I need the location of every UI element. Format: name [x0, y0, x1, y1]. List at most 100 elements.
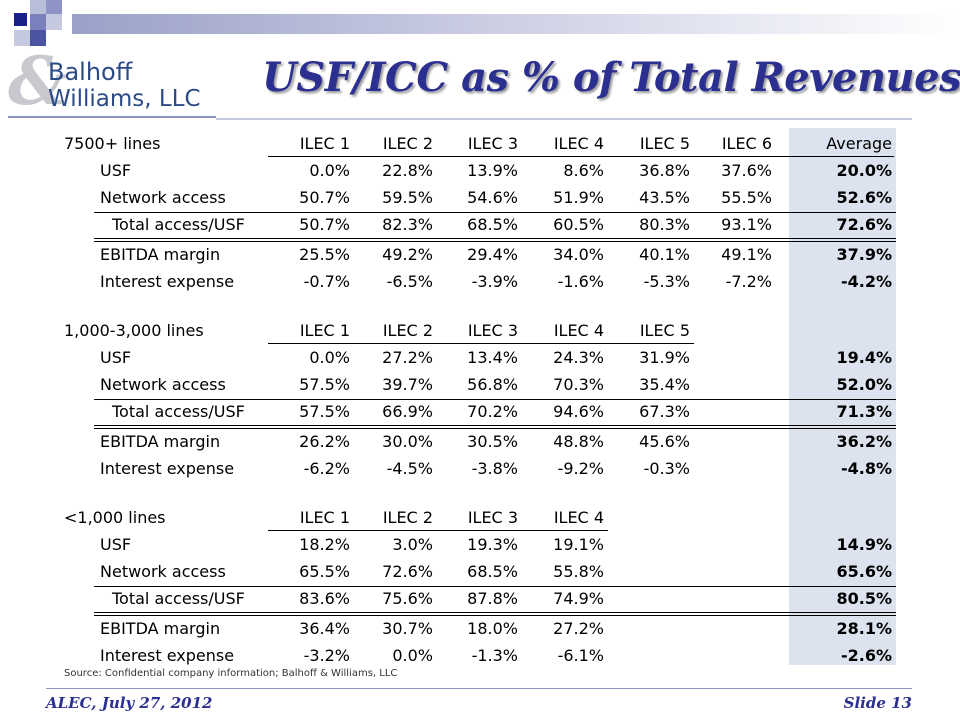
header-underline	[268, 343, 694, 344]
table-cell: 27.2%	[382, 348, 433, 367]
column-header: ILEC 2	[382, 134, 433, 153]
table-cell: -3.9%	[471, 272, 518, 291]
average-cell: 19.4%	[836, 348, 892, 367]
title-divider	[216, 118, 912, 120]
table-cell: 36.8%	[639, 161, 690, 180]
row-label: USF	[100, 535, 132, 554]
table-cell: 68.5%	[467, 215, 518, 234]
row-label: USF	[100, 348, 132, 367]
table-cell: 26.2%	[299, 432, 350, 451]
table-cell: 29.4%	[467, 245, 518, 264]
logo-underline	[8, 116, 216, 118]
table-cell: 87.8%	[467, 589, 518, 608]
table-cell: -1.3%	[471, 646, 518, 665]
column-header: ILEC 5	[639, 321, 690, 340]
row-label: Total access/USF	[112, 402, 245, 421]
table-cell: -6.5%	[386, 272, 433, 291]
table-cell: 35.4%	[639, 375, 690, 394]
table-cell: 43.5%	[639, 188, 690, 207]
column-header: ILEC 1	[299, 321, 350, 340]
total-rule-bottom-1	[94, 238, 896, 239]
table-cell: 49.2%	[382, 245, 433, 264]
total-rule-bottom-1	[94, 612, 896, 613]
column-header: ILEC 1	[299, 134, 350, 153]
table-cell: 48.8%	[553, 432, 604, 451]
total-rule-top	[94, 399, 896, 400]
row-label: EBITDA margin	[100, 432, 221, 451]
table-cell: 0.0%	[309, 348, 350, 367]
table-cell: -9.2%	[557, 459, 604, 478]
company-logo: & Balhoff Williams, LLC	[8, 42, 213, 120]
table-cell: 49.1%	[721, 245, 772, 264]
row-label: Network access	[100, 375, 226, 394]
column-header: ILEC 3	[467, 508, 518, 527]
table-cell: 75.6%	[382, 589, 433, 608]
table-cell: 55.5%	[721, 188, 772, 207]
table-cell: 70.2%	[467, 402, 518, 421]
header-underline	[268, 530, 608, 531]
column-header: ILEC 1	[299, 508, 350, 527]
table-cell: 66.9%	[382, 402, 433, 421]
footer-event-date: ALEC, July 27, 2012	[46, 694, 213, 712]
row-label: Network access	[100, 562, 226, 581]
slide-title: USF/ICC as % of Total Revenues	[262, 54, 960, 101]
table-cell: 25.5%	[299, 245, 350, 264]
average-cell: 28.1%	[836, 619, 892, 638]
column-header: ILEC 5	[639, 134, 690, 153]
logo-ampersand: &	[8, 42, 68, 120]
average-cell: 36.2%	[836, 432, 892, 451]
table-cell: -6.1%	[557, 646, 604, 665]
average-column-background	[789, 128, 896, 665]
average-cell: 71.3%	[836, 402, 892, 421]
table-cell: 94.6%	[553, 402, 604, 421]
table-cell: -3.2%	[303, 646, 350, 665]
row-label: Network access	[100, 188, 226, 207]
average-cell: 72.6%	[836, 215, 892, 234]
table-cell: 0.0%	[309, 161, 350, 180]
row-label: Interest expense	[100, 646, 235, 665]
average-cell: 65.6%	[836, 562, 892, 581]
table-cell: 8.6%	[563, 161, 604, 180]
column-header: ILEC 4	[553, 508, 604, 527]
column-header: ILEC 3	[467, 134, 518, 153]
row-label: Interest expense	[100, 459, 235, 478]
table-cell: 57.5%	[299, 375, 350, 394]
table-cell: 3.0%	[392, 535, 433, 554]
table-cell: 59.5%	[382, 188, 433, 207]
average-cell: 14.9%	[836, 535, 892, 554]
table-cell: 57.5%	[299, 402, 350, 421]
section-label: 1,000-3,000 lines	[64, 321, 204, 340]
column-header: ILEC 2	[382, 321, 433, 340]
table-cell: 74.9%	[553, 589, 604, 608]
table-cell: 45.6%	[639, 432, 690, 451]
table-cell: 55.8%	[553, 562, 604, 581]
row-label: USF	[100, 161, 132, 180]
column-header: ILEC 6	[721, 134, 772, 153]
table-cell: 56.8%	[467, 375, 518, 394]
logo-line-1: Balhoff	[48, 58, 133, 86]
table-cell: 83.6%	[299, 589, 350, 608]
total-rule-bottom-2	[94, 615, 896, 616]
table-cell: 13.9%	[467, 161, 518, 180]
total-rule-bottom-2	[94, 428, 896, 429]
total-rule-bottom-2	[94, 241, 896, 242]
header-underline	[268, 156, 894, 157]
total-rule-top	[94, 212, 896, 213]
row-label: Total access/USF	[112, 215, 245, 234]
average-cell: 52.0%	[836, 375, 892, 394]
table-cell: 40.1%	[639, 245, 690, 264]
table-cell: 65.5%	[299, 562, 350, 581]
footer-divider	[46, 688, 912, 689]
average-cell: -4.8%	[840, 459, 892, 478]
section-label: <1,000 lines	[64, 508, 166, 527]
column-header: ILEC 4	[553, 321, 604, 340]
table-cell: -1.6%	[557, 272, 604, 291]
column-header: ILEC 4	[553, 134, 604, 153]
footer-slide-number: Slide 13	[843, 694, 912, 712]
table-cell: 31.9%	[639, 348, 690, 367]
table-cell: -3.8%	[471, 459, 518, 478]
table-cell: 72.6%	[382, 562, 433, 581]
average-column-header: Average	[826, 134, 892, 153]
column-header: ILEC 2	[382, 508, 433, 527]
table-cell: -0.7%	[303, 272, 350, 291]
